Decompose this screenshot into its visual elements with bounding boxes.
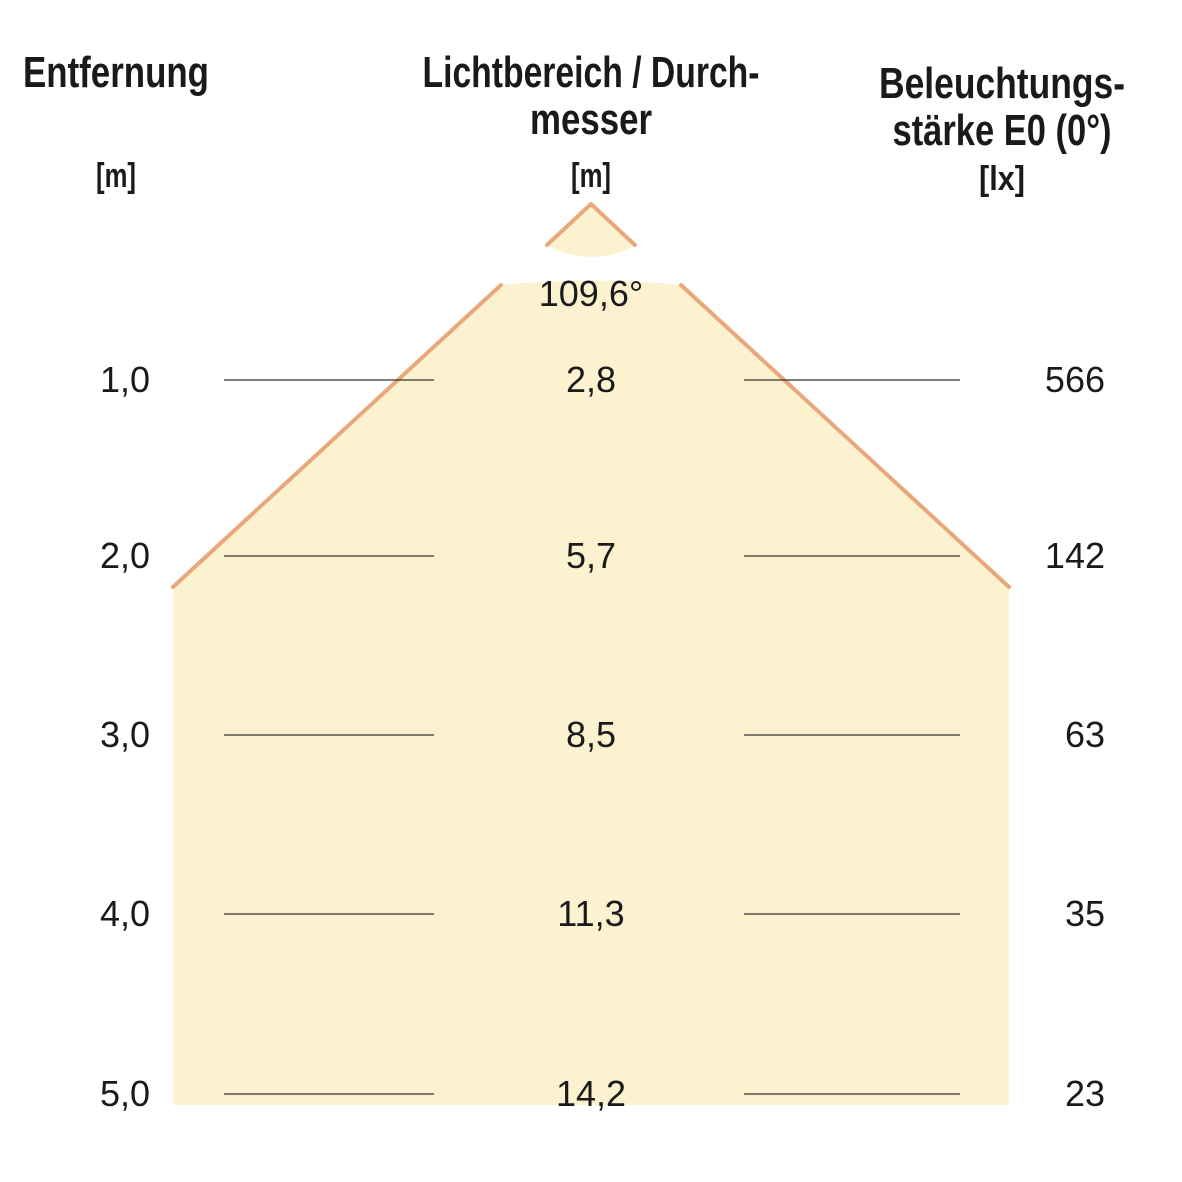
svg-text:35: 35 xyxy=(1065,893,1105,934)
svg-text:142: 142 xyxy=(1045,535,1105,576)
svg-text:566: 566 xyxy=(1045,359,1105,400)
svg-text:4,0: 4,0 xyxy=(100,893,150,934)
svg-text:109,6°: 109,6° xyxy=(539,273,643,314)
svg-text:[m]: [m] xyxy=(96,157,136,195)
svg-text:11,3: 11,3 xyxy=(557,893,624,934)
svg-text:messer: messer xyxy=(530,95,652,144)
svg-text:Lichtbereich / Durch-: Lichtbereich / Durch- xyxy=(423,48,760,97)
svg-text:2,8: 2,8 xyxy=(566,359,616,400)
svg-text:8,5: 8,5 xyxy=(566,714,616,755)
svg-text:63: 63 xyxy=(1065,714,1105,755)
svg-text:3,0: 3,0 xyxy=(100,714,150,755)
svg-text:[m]: [m] xyxy=(571,157,611,195)
svg-text:2,0: 2,0 xyxy=(100,535,150,576)
svg-text:Entfernung: Entfernung xyxy=(23,48,209,97)
svg-text:14,2: 14,2 xyxy=(556,1073,626,1114)
svg-text:stärke E0 (0°): stärke E0 (0°) xyxy=(893,106,1112,155)
svg-text:Beleuchtungs-: Beleuchtungs- xyxy=(879,59,1125,108)
svg-text:5,7: 5,7 xyxy=(566,535,616,576)
svg-text:23: 23 xyxy=(1065,1073,1105,1114)
svg-text:5,0: 5,0 xyxy=(100,1073,150,1114)
svg-text:[lx]: [lx] xyxy=(979,160,1025,198)
svg-text:1,0: 1,0 xyxy=(100,359,150,400)
